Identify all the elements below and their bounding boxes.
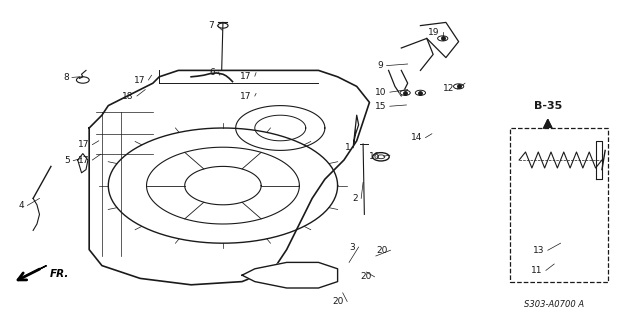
- Text: 15: 15: [375, 102, 387, 111]
- Circle shape: [415, 90, 426, 95]
- Text: 4: 4: [18, 201, 24, 210]
- Text: 6: 6: [210, 68, 215, 76]
- Polygon shape: [242, 262, 338, 288]
- Circle shape: [400, 90, 410, 95]
- Circle shape: [454, 84, 464, 89]
- Text: 7: 7: [208, 21, 214, 30]
- Text: 16: 16: [369, 152, 380, 161]
- Text: 17: 17: [240, 92, 252, 100]
- Text: 8: 8: [63, 73, 69, 82]
- Text: 20: 20: [360, 272, 371, 281]
- Text: 20: 20: [376, 246, 387, 255]
- Text: 19: 19: [428, 28, 440, 36]
- Text: FR.: FR.: [50, 269, 69, 279]
- Text: 17: 17: [134, 76, 145, 84]
- Text: 10: 10: [375, 88, 387, 97]
- Text: 18: 18: [122, 92, 134, 100]
- Text: B-35: B-35: [534, 101, 562, 111]
- Text: 2: 2: [352, 194, 358, 203]
- Text: 12: 12: [443, 84, 454, 93]
- Text: 11: 11: [531, 266, 543, 275]
- Text: 5: 5: [64, 156, 70, 165]
- Text: 20: 20: [333, 297, 344, 306]
- Polygon shape: [20, 266, 47, 279]
- Text: 17: 17: [78, 156, 89, 164]
- Text: 9: 9: [378, 61, 383, 70]
- Text: S303-A0700 A: S303-A0700 A: [524, 300, 584, 309]
- Text: 13: 13: [533, 246, 545, 255]
- Text: 17: 17: [240, 72, 252, 81]
- Text: 17: 17: [78, 140, 89, 149]
- Polygon shape: [89, 70, 369, 285]
- Text: 1: 1: [345, 143, 350, 152]
- Circle shape: [438, 36, 448, 41]
- Text: 3: 3: [350, 243, 355, 252]
- Text: 14: 14: [411, 133, 422, 142]
